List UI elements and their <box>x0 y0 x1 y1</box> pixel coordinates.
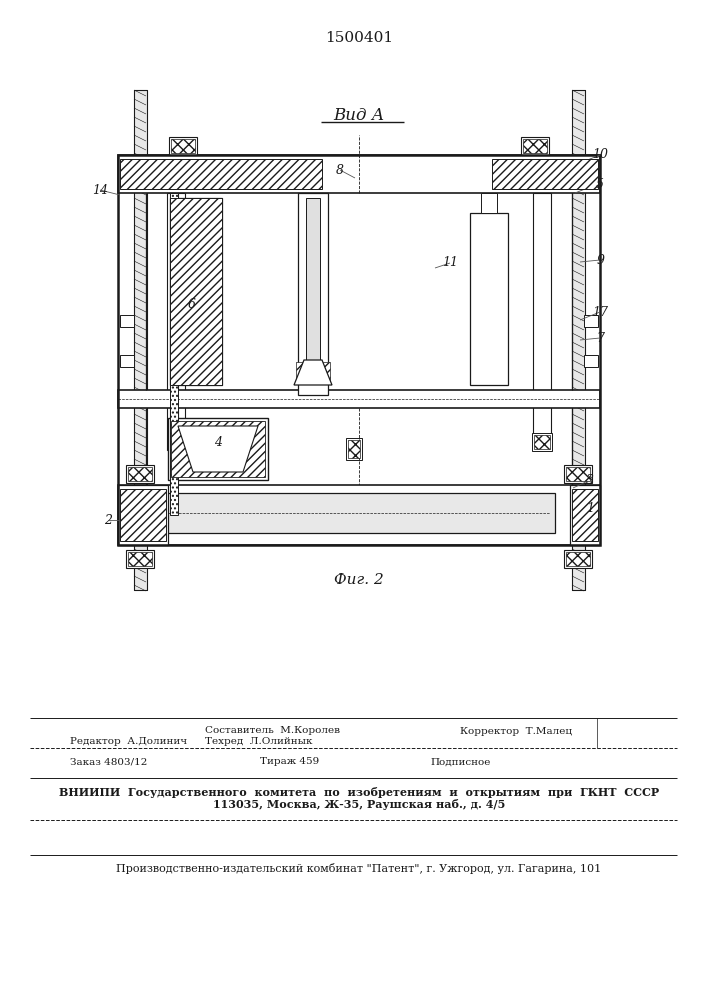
Bar <box>170 198 222 385</box>
Bar <box>133 493 555 533</box>
Bar <box>171 139 195 153</box>
Bar <box>118 485 600 545</box>
Text: Фиг. 2: Фиг. 2 <box>334 573 384 587</box>
Bar <box>534 435 550 449</box>
Bar <box>564 550 592 568</box>
Bar <box>566 467 590 481</box>
Bar <box>532 433 552 451</box>
Text: 8: 8 <box>336 163 344 176</box>
Text: 10: 10 <box>592 148 608 161</box>
Polygon shape <box>178 426 258 472</box>
Bar <box>171 421 265 477</box>
Text: 17: 17 <box>592 306 608 318</box>
Bar <box>120 355 134 367</box>
Text: 7: 7 <box>596 332 604 344</box>
Text: 11: 11 <box>442 256 458 269</box>
Bar <box>168 418 268 480</box>
Bar <box>118 155 600 545</box>
Bar <box>584 355 598 367</box>
Bar <box>570 485 600 545</box>
Text: 6: 6 <box>188 298 196 312</box>
Text: Вид А: Вид А <box>333 106 385 123</box>
Text: 9: 9 <box>597 253 605 266</box>
Bar <box>306 198 320 360</box>
Bar <box>170 193 178 515</box>
Bar <box>523 139 547 153</box>
Text: 3: 3 <box>586 474 594 487</box>
Bar <box>346 438 362 460</box>
Text: 4: 4 <box>214 436 222 448</box>
Text: Тираж 459: Тираж 459 <box>260 758 320 766</box>
Bar <box>126 550 154 568</box>
Bar <box>298 193 328 395</box>
Bar <box>170 198 222 385</box>
Bar <box>572 90 585 590</box>
Bar <box>126 465 154 483</box>
Text: Редактор  А.Долинич: Редактор А.Долинич <box>70 737 187 746</box>
Bar <box>118 485 168 545</box>
Bar <box>564 465 592 483</box>
Bar <box>348 440 360 458</box>
Bar <box>120 315 134 327</box>
Bar <box>481 193 497 213</box>
Bar <box>572 489 598 541</box>
Bar <box>521 137 549 155</box>
Text: Корректор  Т.Малец: Корректор Т.Малец <box>460 728 572 736</box>
Text: 1: 1 <box>586 502 594 514</box>
Bar <box>470 213 508 385</box>
Text: 1500401: 1500401 <box>325 31 393 45</box>
Text: 2: 2 <box>104 514 112 526</box>
Text: 14: 14 <box>92 184 108 196</box>
Text: 5: 5 <box>596 178 604 192</box>
Text: ВНИИПИ  Государственного  комитета  по  изобретениям  и  открытиям  при  ГКНТ  С: ВНИИПИ Государственного комитета по изоб… <box>59 786 659 798</box>
Bar <box>120 489 166 541</box>
Bar <box>572 90 585 590</box>
Bar <box>170 193 178 515</box>
Bar <box>128 552 152 566</box>
Bar <box>134 90 147 590</box>
Bar <box>134 90 147 590</box>
Bar <box>566 552 590 566</box>
Bar <box>169 137 197 155</box>
Bar <box>118 390 600 408</box>
Polygon shape <box>294 360 332 385</box>
Bar <box>584 315 598 327</box>
Bar <box>120 159 322 189</box>
Text: Заказ 4803/12: Заказ 4803/12 <box>70 758 147 766</box>
Text: 113035, Москва, Ж-35, Раушская наб., д. 4/5: 113035, Москва, Ж-35, Раушская наб., д. … <box>213 800 506 810</box>
Text: Техред  Л.Олийнык: Техред Л.Олийнык <box>205 737 312 746</box>
Bar <box>492 159 598 189</box>
Text: Подписное: Подписное <box>430 758 491 766</box>
Bar <box>296 362 330 383</box>
Bar <box>118 155 600 193</box>
Text: Производственно-издательский комбинат "Патент", г. Ужгород, ул. Гагарина, 101: Производственно-издательский комбинат "П… <box>117 863 602 874</box>
Bar <box>167 193 185 450</box>
Text: Составитель  М.Королев: Составитель М.Королев <box>205 726 340 735</box>
Bar <box>533 193 551 450</box>
Bar <box>128 467 152 481</box>
